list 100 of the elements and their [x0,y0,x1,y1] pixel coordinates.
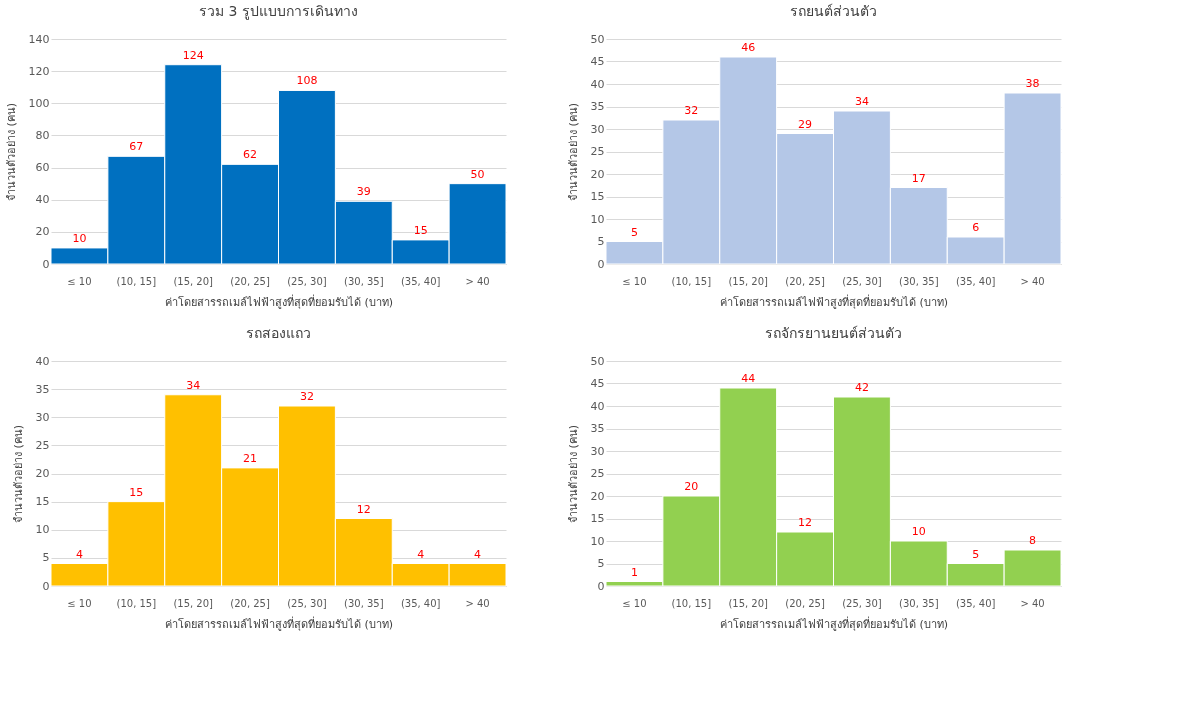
x-tick-label: (35, 40] [400,275,441,287]
x-tick-label: > 40 [465,597,490,609]
x-tick-label: (25, 30] [287,597,327,609]
y-tick-label: 15 [35,495,50,509]
y-tick-label: 40 [590,77,605,91]
data-label: 10 [911,525,926,538]
y-tick-label: 30 [590,122,605,136]
y-tick-label: 45 [590,377,605,390]
data-label: 8 [1029,534,1037,547]
x-tick-label: (15, 20] [728,275,769,287]
y-tick-label: 0 [597,579,605,593]
x-tick-label: (25, 30] [842,275,882,287]
data-label: 124 [182,48,204,62]
chart-title: รถจักรยานยนต์ส่วนตัว [765,325,902,341]
y-tick-label: 0 [42,257,50,271]
y-tick-label: 0 [42,579,50,593]
data-label: 6 [972,221,980,234]
data-label: 32 [299,390,314,403]
x-tick-label: (10, 15] [671,597,712,609]
data-label: 10 [72,231,87,245]
x-tick-label: (30, 35] [344,597,384,609]
x-tick-label: > 40 [1020,597,1045,609]
y-tick-label: 140 [28,32,50,46]
data-label: 108 [296,74,318,88]
x-tick-label: (35, 40] [955,597,996,609]
x-tick-label: (20, 25] [785,597,825,609]
data-label: 62 [243,148,258,162]
y-tick-label: 25 [590,467,605,480]
y-tick-label: 40 [35,354,50,368]
y-tick-label: 50 [590,354,605,368]
x-tick-label: (15, 20] [173,597,214,609]
data-label: 4 [474,547,482,561]
data-label: 42 [854,381,869,394]
y-tick-label: 0 [597,257,605,271]
y-tick-label: 40 [590,399,605,413]
data-label: 15 [413,223,428,237]
y-tick-label: 10 [35,523,50,537]
y-tick-label: 25 [590,145,605,158]
data-label: 50 [470,167,485,181]
data-label: 29 [798,117,813,131]
y-tick-label: 45 [590,55,605,68]
x-tick-label: (25, 30] [842,597,882,609]
y-tick-label: 20 [590,489,605,503]
data-label: 46 [741,41,756,54]
x-tick-label: (10, 15] [116,275,157,287]
y-axis-title: จำนวนตัวอย่าง (คน) [566,102,580,202]
data-label: 39 [356,185,371,199]
y-tick-label: 10 [590,212,605,226]
y-tick-label: 5 [597,557,605,570]
x-axis-title: ค่าโดยสารรถเมล์ไฟฟ้าสูงที่สุดที่ยอมรับได้ (บาท) [719,293,949,309]
data-label: 34 [854,95,869,108]
y-tick-label: 30 [35,410,50,424]
data-label: 5 [630,225,638,239]
x-tick-label: (35, 40] [400,597,441,609]
data-label: 5 [972,547,980,561]
y-tick-label: 5 [42,551,50,565]
x-axis-title: ค่าโดยสารรถเมล์ไฟฟ้าสูงที่สุดที่ยอมรับได้ (บาท) [164,293,394,309]
y-tick-label: 100 [28,96,50,110]
x-tick-label: > 40 [465,275,490,287]
data-label: 32 [684,104,699,117]
x-axis-title: ค่าโดยสารรถเมล์ไฟฟ้าสูงที่สุดที่ยอมรับได้ (บาท) [164,615,394,631]
x-tick-label: (15, 20] [728,597,769,609]
x-tick-label: (30, 35] [344,275,384,287]
y-tick-label: 20 [590,167,605,181]
data-label: 20 [684,480,699,493]
y-tick-label: 30 [590,444,605,458]
x-tick-label: (10, 15] [116,597,157,609]
y-axis-title: จำนวนตัวอย่าง (คน) [11,424,25,524]
x-tick-label: ≤ 10 [622,275,647,287]
y-tick-label: 35 [35,382,50,396]
data-label: 12 [356,502,371,516]
data-label: 44 [741,372,756,385]
y-tick-label: 40 [35,193,50,207]
x-axis-title: ค่าโดยสารรถเมล์ไฟฟ้าสูงที่สุดที่ยอมรับได้ (บาท) [719,615,949,631]
y-tick-label: 20 [35,225,50,239]
chart-title: รถสองแถว [246,325,311,341]
data-label: 15 [129,485,144,499]
x-tick-label: (35, 40] [955,275,996,287]
y-tick-label: 80 [35,128,50,142]
y-tick-label: 35 [590,422,605,435]
x-tick-label: (15, 20] [173,275,214,287]
y-axis-title: จำนวนตัวอย่าง (คน) [566,424,580,524]
chart-title: รวม 3 รูปแบบการเดินทาง [199,3,358,20]
x-tick-label: (30, 35] [899,597,939,609]
data-label: 38 [1025,77,1040,90]
data-label: 4 [75,547,83,561]
y-tick-label: 50 [590,32,605,46]
data-label: 34 [186,378,201,392]
x-tick-label: ≤ 10 [67,275,92,287]
x-tick-label: (20, 25] [785,275,825,287]
x-tick-label: (25, 30] [287,275,327,287]
y-tick-label: 15 [590,512,605,525]
data-label: 67 [129,140,144,154]
data-label: 17 [911,171,926,185]
x-tick-label: ≤ 10 [622,597,647,609]
y-tick-label: 35 [590,100,605,113]
y-tick-label: 60 [35,161,50,175]
y-tick-label: 10 [590,534,605,548]
data-label: 21 [243,451,258,465]
data-label: 4 [417,547,425,561]
